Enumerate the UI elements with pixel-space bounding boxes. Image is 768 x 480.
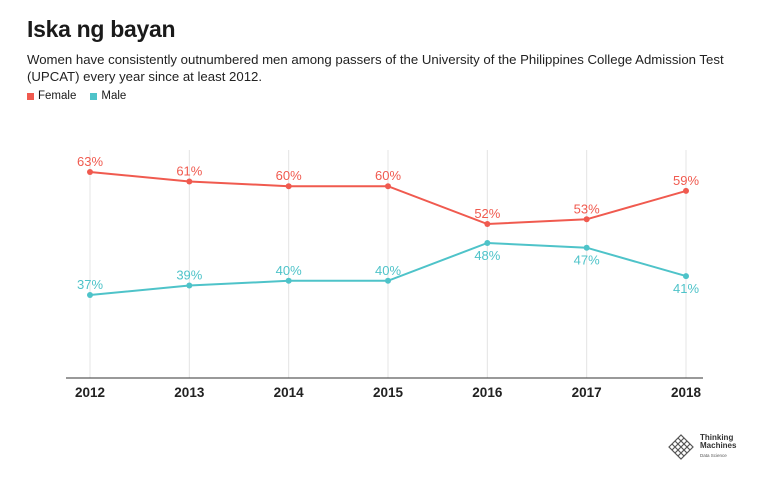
data-label-male: 48%: [474, 248, 500, 263]
x-tick-label: 2012: [75, 385, 105, 400]
legend-item-female: Female: [27, 90, 76, 102]
data-point-male: [385, 277, 391, 284]
data-point-male: [186, 282, 193, 289]
data-label-male: 41%: [673, 281, 699, 296]
x-tick-label: 2018: [671, 385, 702, 400]
x-tick-label: 2013: [174, 385, 205, 400]
data-label-male: 40%: [276, 263, 302, 278]
logo-line3: Data Science: [700, 452, 727, 458]
data-label-female: 60%: [276, 168, 302, 183]
data-label-female: 60%: [375, 168, 401, 183]
data-point-male: [285, 277, 292, 284]
data-label-male: 47%: [574, 253, 600, 268]
data-point-female: [285, 183, 292, 190]
legend-label-female: Female: [38, 90, 77, 102]
data-point-male: [683, 273, 689, 280]
data-point-female: [186, 178, 193, 185]
data-point-female: [385, 183, 391, 190]
legend-label-male: Male: [101, 90, 127, 102]
x-tick-label: 2014: [274, 385, 305, 400]
data-point-female: [683, 187, 689, 194]
data-label-female: 59%: [673, 173, 699, 188]
x-tick-label: 2016: [472, 385, 503, 400]
data-label-male: 39%: [176, 268, 202, 283]
data-label-female: 53%: [574, 201, 600, 216]
data-point-male: [484, 239, 491, 246]
data-point-female: [583, 216, 590, 223]
data-label-female: 63%: [77, 154, 103, 169]
logo-line2: Machines: [700, 441, 737, 451]
data-point-female: [87, 169, 93, 175]
data-label-male: 40%: [375, 263, 401, 278]
x-tick-label: 2015: [373, 385, 404, 400]
logo-icon: [668, 434, 694, 460]
thinking-machines-logo: Thinking Machines Data Science: [666, 432, 736, 462]
data-point-female: [484, 221, 491, 228]
data-label-female: 52%: [474, 206, 500, 221]
legend-item-male: Male: [90, 90, 126, 102]
legend-swatch-female: [27, 92, 34, 100]
legend-swatch-male: [90, 92, 98, 100]
logo-line1: Thinking: [700, 432, 734, 442]
chart-title: Iska ng bayan: [27, 16, 176, 42]
legend: Female Male: [27, 90, 126, 102]
chart-subtitle: Women have consistently outnumbered men …: [27, 52, 724, 84]
data-label-male: 37%: [77, 277, 103, 292]
data-point-male: [87, 292, 93, 298]
x-tick-label: 2017: [572, 385, 602, 400]
data-point-male: [583, 244, 590, 251]
data-label-female: 61%: [176, 163, 202, 178]
